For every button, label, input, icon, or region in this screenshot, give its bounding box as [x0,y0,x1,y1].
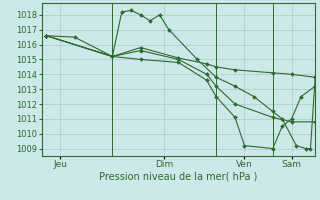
X-axis label: Pression niveau de la mer( hPa ): Pression niveau de la mer( hPa ) [99,172,258,182]
